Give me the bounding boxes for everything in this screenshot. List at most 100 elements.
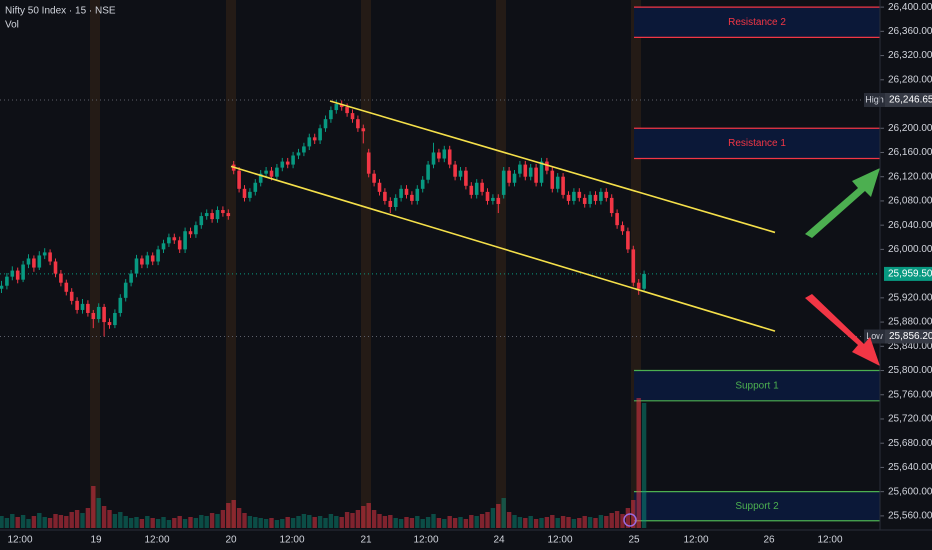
candle-body bbox=[172, 237, 177, 241]
volume-bar bbox=[96, 498, 101, 528]
y-tick-label: 26,400.00 bbox=[888, 2, 932, 13]
candle-body bbox=[339, 104, 344, 108]
session-band bbox=[90, 0, 100, 528]
candle-body bbox=[140, 258, 144, 265]
candle-body bbox=[474, 182, 479, 195]
candle-body bbox=[566, 194, 571, 201]
volume-bar bbox=[177, 516, 182, 528]
y-tick-label: 26,000.00 bbox=[888, 244, 932, 255]
candle-body bbox=[620, 225, 625, 232]
candle-body bbox=[59, 273, 63, 283]
candle-body bbox=[221, 210, 225, 214]
volume-bar bbox=[317, 516, 323, 528]
x-tick-label: 12:00 bbox=[683, 535, 708, 546]
volume-bar bbox=[474, 516, 479, 528]
volume-bar bbox=[247, 516, 253, 528]
x-tick-label: 25 bbox=[628, 535, 640, 546]
volume-bar bbox=[463, 519, 469, 528]
candle-body bbox=[399, 188, 403, 198]
volume-bar bbox=[274, 520, 280, 528]
candle-body bbox=[431, 152, 436, 165]
candle-body bbox=[555, 176, 560, 189]
candle-body bbox=[523, 164, 528, 177]
volume-bar bbox=[312, 517, 317, 528]
y-tick-label: 25,800.00 bbox=[888, 365, 932, 376]
zone bbox=[634, 491, 880, 521]
candle-body bbox=[420, 179, 425, 189]
x-tick-label: 26 bbox=[763, 535, 775, 546]
volume-bar bbox=[566, 517, 571, 528]
y-tick-label: 26,280.00 bbox=[888, 74, 932, 85]
candle-body bbox=[161, 243, 166, 250]
candle-body bbox=[134, 258, 139, 274]
candle-body bbox=[496, 197, 501, 204]
candle-body bbox=[96, 306, 101, 320]
y-tick-label: 26,120.00 bbox=[888, 171, 932, 182]
volume-bar bbox=[220, 510, 226, 528]
candle-body bbox=[464, 170, 468, 186]
candle-body bbox=[458, 170, 463, 177]
candle-body bbox=[539, 161, 544, 183]
volume-bar bbox=[366, 503, 371, 528]
volume-bar bbox=[328, 514, 334, 528]
candle-body bbox=[561, 176, 565, 195]
volume-bar bbox=[236, 508, 242, 528]
volume-bar bbox=[69, 512, 74, 528]
zone bbox=[634, 128, 880, 159]
session-bands bbox=[90, 0, 641, 528]
price-axis bbox=[880, 0, 932, 530]
candle-body bbox=[404, 188, 409, 195]
volume-bar bbox=[134, 517, 139, 528]
volume-bar bbox=[420, 519, 425, 528]
session-band bbox=[631, 0, 641, 528]
candle-body bbox=[26, 258, 31, 265]
candle-body bbox=[113, 312, 117, 326]
candle-body bbox=[388, 200, 393, 207]
y-tick-label: 25,840.00 bbox=[888, 341, 932, 352]
zone-label: Support 2 bbox=[735, 501, 779, 512]
candle-body bbox=[345, 107, 349, 114]
volume-bar bbox=[377, 514, 382, 528]
volume-bar bbox=[253, 517, 258, 528]
candle-body bbox=[69, 291, 74, 301]
volume-bar bbox=[371, 510, 377, 528]
candle-body bbox=[118, 297, 123, 313]
volume-bar bbox=[91, 486, 96, 528]
candle-body bbox=[518, 164, 522, 174]
zone-label: Resistance 1 bbox=[728, 138, 786, 149]
volume-bar bbox=[382, 516, 388, 528]
volume-bar bbox=[209, 513, 215, 528]
volume-bar bbox=[631, 500, 636, 528]
volume-bar bbox=[334, 516, 339, 528]
volume-bar bbox=[150, 518, 155, 528]
marker-tag-label: Low bbox=[866, 331, 883, 341]
candle-body bbox=[626, 231, 630, 250]
volume-bar bbox=[47, 518, 53, 528]
volume-bar bbox=[15, 517, 20, 528]
volume-bar bbox=[285, 517, 290, 528]
volume-bar bbox=[10, 514, 15, 528]
x-tick-label: 12:00 bbox=[279, 535, 304, 546]
candle-body bbox=[609, 197, 614, 214]
candle-body bbox=[577, 191, 582, 198]
volume-bar bbox=[582, 516, 587, 528]
volume-bar bbox=[501, 498, 506, 528]
volume-bar bbox=[301, 514, 307, 528]
volume-bar bbox=[242, 513, 247, 528]
trendline bbox=[329, 100, 776, 234]
marker-value: 25,856.20 bbox=[889, 331, 932, 342]
candle-body bbox=[582, 197, 587, 204]
volume-bar bbox=[128, 518, 134, 528]
volume-bar bbox=[53, 514, 58, 528]
candle-body bbox=[426, 164, 430, 180]
volume-bar bbox=[123, 516, 128, 528]
candle-body bbox=[599, 191, 603, 201]
candle-body bbox=[167, 237, 171, 244]
candle-body bbox=[177, 240, 182, 250]
candle-body bbox=[318, 128, 322, 141]
candle-body bbox=[215, 210, 220, 220]
volume-bar bbox=[593, 518, 598, 528]
volume-bar bbox=[469, 515, 474, 528]
candle-body bbox=[64, 282, 69, 292]
